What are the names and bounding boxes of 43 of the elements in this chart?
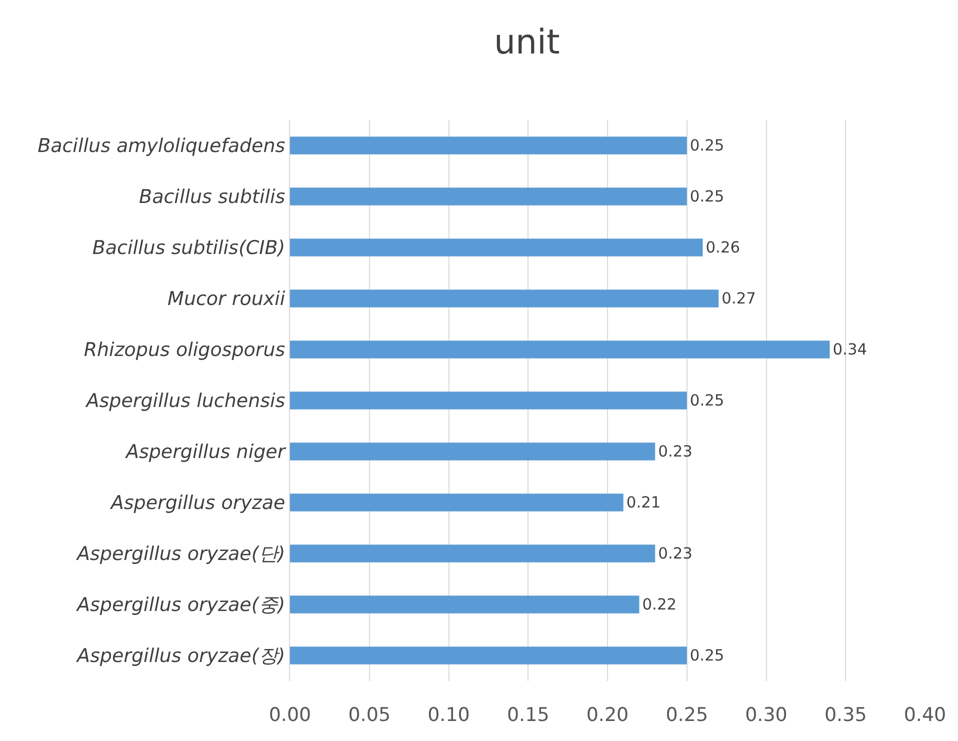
data-label: 0.25 [690,646,724,664]
data-label: 0.25 [690,187,724,206]
x-tick-label: 0.20 [586,704,629,726]
bar [290,238,703,256]
y-tick-label: Mucor rouxii [168,288,286,310]
data-label: 0.25 [690,391,724,410]
x-tick-label: 0.10 [428,704,470,726]
y-tick-label: Aspergillus oryzae [108,492,286,514]
x-tick-label: 0.25 [666,704,708,726]
x-tick-label: 0.05 [348,704,391,726]
x-tick-label: 0.35 [824,704,867,726]
data-label: 0.27 [722,289,756,308]
y-tick-label: Aspergillus luchensis [84,390,286,412]
bar [290,340,830,358]
y-tick-label: Rhizopus oligosporus [84,339,286,362]
bar [290,646,687,664]
bar [290,290,719,308]
x-tick-label: 0.40 [904,704,946,726]
data-label: 0.25 [690,136,724,154]
data-label: 0.34 [832,340,868,358]
y-tick-label: Bacillus amyloliquefadens [38,135,286,158]
x-tick-label: 0.00 [268,704,312,726]
data-label: 0.22 [642,595,677,614]
y-tick-label: Bacillus subtilis [139,186,286,208]
bar [290,392,687,410]
x-tick-label: 0.15 [506,704,550,726]
bar [290,188,687,206]
y-tick-label: Aspergillus oryzae(중) [75,594,286,616]
y-tick-label: Aspergillus niger [124,441,286,464]
x-tick-label: 0.30 [745,704,788,726]
chart-title: unit [494,22,560,62]
data-label: 0.23 [658,544,692,562]
data-label: 0.23 [658,442,692,460]
bar [290,544,656,562]
y-tick-label: Bacillus subtilis(CIB) [92,237,286,260]
bar [290,136,687,154]
bar [290,596,640,614]
y-tick-label: Aspergillus oryzae(장) [75,645,286,668]
data-label: 0.21 [626,493,661,512]
bar [290,442,656,460]
bar [290,494,624,512]
y-tick-label: Aspergillus oryzae(단) [75,543,286,566]
data-label: 0.26 [706,238,740,256]
